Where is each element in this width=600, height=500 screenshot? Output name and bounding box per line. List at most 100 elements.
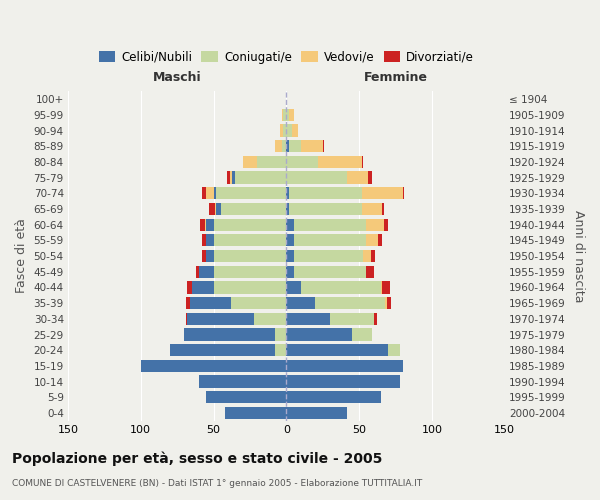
Bar <box>141 360 286 372</box>
Bar <box>214 266 286 278</box>
Bar <box>286 266 293 278</box>
Bar <box>187 312 254 325</box>
Bar <box>217 203 221 215</box>
Bar <box>282 140 286 152</box>
Bar <box>382 203 384 215</box>
Bar <box>286 250 293 262</box>
Bar <box>381 282 382 294</box>
Text: Popolazione per età, sesso e stato civile - 2005: Popolazione per età, sesso e stato civil… <box>12 451 382 466</box>
Bar <box>206 218 214 231</box>
Bar <box>301 282 381 294</box>
Bar <box>242 156 257 168</box>
Text: Femmine: Femmine <box>364 71 427 84</box>
Bar <box>191 282 214 294</box>
Bar <box>196 266 199 278</box>
Bar <box>330 312 374 325</box>
Bar <box>221 203 286 215</box>
Bar <box>364 250 371 262</box>
Bar <box>215 203 217 215</box>
Bar <box>289 203 362 215</box>
Bar <box>209 203 215 215</box>
Bar <box>388 344 400 356</box>
Bar <box>186 312 187 325</box>
Bar <box>362 203 382 215</box>
Bar <box>282 108 283 121</box>
Bar <box>286 156 319 168</box>
Bar <box>286 172 347 183</box>
Bar <box>206 234 214 246</box>
Bar <box>301 140 323 152</box>
Bar <box>286 312 330 325</box>
Bar <box>230 172 232 183</box>
Bar <box>387 297 391 310</box>
Bar <box>286 203 289 215</box>
Bar <box>286 218 293 231</box>
Bar <box>280 124 283 136</box>
Bar <box>362 187 403 200</box>
Bar <box>286 407 347 419</box>
Bar <box>186 297 190 310</box>
Bar <box>382 282 389 294</box>
Bar <box>286 140 289 152</box>
Bar <box>403 187 404 200</box>
Bar <box>235 172 286 183</box>
Bar <box>275 344 286 356</box>
Bar <box>214 187 217 200</box>
Bar <box>227 172 230 183</box>
Bar <box>362 156 364 168</box>
Bar <box>286 328 352 340</box>
Bar <box>206 187 214 200</box>
Text: COMUNE DI CASTELVENERE (BN) - Dati ISTAT 1° gennaio 2005 - Elaborazione TUTTITAL: COMUNE DI CASTELVENERE (BN) - Dati ISTAT… <box>12 479 422 488</box>
Bar <box>347 172 368 183</box>
Bar <box>190 297 231 310</box>
Text: Maschi: Maschi <box>153 71 202 84</box>
Bar <box>368 172 372 183</box>
Bar <box>289 187 362 200</box>
Bar <box>200 218 205 231</box>
Bar <box>293 250 364 262</box>
Bar <box>286 187 289 200</box>
Bar <box>367 234 378 246</box>
Bar <box>286 376 400 388</box>
Bar <box>286 391 381 404</box>
Bar <box>289 140 301 152</box>
Bar <box>225 407 286 419</box>
Bar <box>286 124 292 136</box>
Bar <box>205 218 206 231</box>
Bar <box>214 218 286 231</box>
Bar <box>378 234 382 246</box>
Bar <box>257 156 286 168</box>
Bar <box>206 250 214 262</box>
Bar <box>214 234 286 246</box>
Bar <box>187 282 191 294</box>
Bar <box>316 297 385 310</box>
Bar <box>206 391 286 404</box>
Bar <box>286 344 388 356</box>
Bar <box>367 266 374 278</box>
Bar <box>283 108 286 121</box>
Bar <box>292 124 298 136</box>
Bar <box>254 312 286 325</box>
Bar <box>293 266 367 278</box>
Bar <box>286 297 316 310</box>
Bar <box>202 250 206 262</box>
Bar <box>217 187 286 200</box>
Bar <box>367 218 384 231</box>
Bar <box>199 266 214 278</box>
Bar <box>275 140 282 152</box>
Bar <box>293 234 367 246</box>
Bar <box>214 250 286 262</box>
Y-axis label: Fasce di età: Fasce di età <box>15 218 28 294</box>
Bar <box>275 328 286 340</box>
Bar <box>371 250 375 262</box>
Bar <box>289 108 293 121</box>
Bar <box>384 218 388 231</box>
Bar <box>286 108 289 121</box>
Bar <box>286 360 403 372</box>
Bar <box>323 140 324 152</box>
Bar <box>286 234 293 246</box>
Bar <box>202 234 206 246</box>
Bar <box>283 124 286 136</box>
Bar <box>202 187 206 200</box>
Bar <box>352 328 372 340</box>
